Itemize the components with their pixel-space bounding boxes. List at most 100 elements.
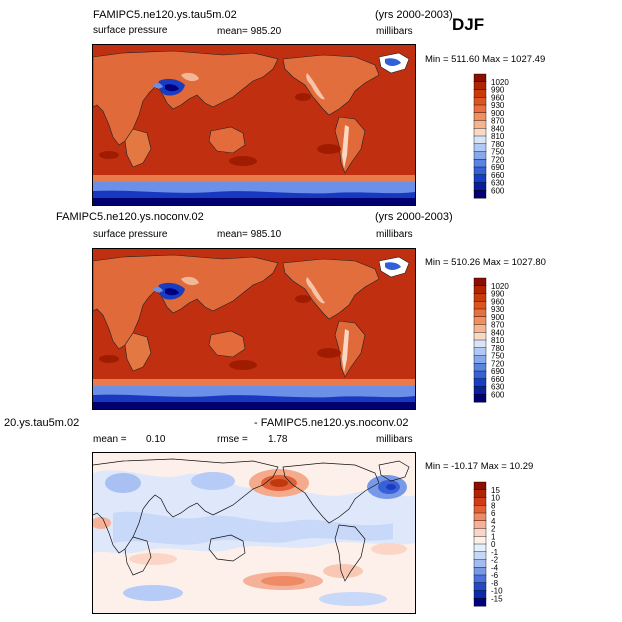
colorbar-tick-label: 780	[491, 140, 505, 149]
colorbar-swatch	[473, 277, 487, 287]
colorbar-swatch	[473, 543, 487, 553]
colorbar-swatch	[473, 159, 487, 168]
colorbar-swatch	[473, 497, 487, 506]
colorbar-tick-label: -2	[491, 556, 499, 565]
colorbar-swatch	[473, 316, 487, 326]
colorbar-tick-label: 840	[491, 124, 505, 133]
panel3-mean-label: mean =	[93, 434, 127, 445]
panel2-minmax: Min = 510.26 Max = 1027.80	[425, 257, 546, 268]
colorbar-swatch	[473, 143, 487, 153]
colorbar-tick-label: 1020	[491, 282, 509, 291]
colorbar-swatch	[473, 182, 487, 191]
colorbar-swatch	[473, 112, 487, 122]
colorbar-swatch	[473, 582, 487, 592]
colorbar-tick-label: 900	[491, 313, 505, 322]
colorbar-tick-label: 630	[491, 383, 505, 392]
colorbar-swatch	[473, 559, 487, 568]
colorbar-swatch	[473, 332, 487, 341]
panel3-title-right: - FAMIPC5.ne120.ys.noconv.02	[254, 417, 409, 429]
panel3-title-left: 20.ys.tau5m.02	[4, 417, 80, 429]
colorbar-tick-label: 600	[491, 186, 505, 195]
colorbar-swatch	[473, 370, 487, 380]
colorbar-tick-label: 660	[491, 171, 505, 180]
panel3-rmse-label: rmse =	[217, 434, 248, 445]
colorbar-tick-label: 990	[491, 290, 505, 299]
colorbar-swatch	[473, 512, 487, 522]
colorbar-swatch	[473, 598, 487, 607]
colorbar-swatch	[473, 190, 487, 199]
colorbar-tick-label: 4	[491, 517, 496, 526]
colorbar-swatch	[473, 308, 487, 318]
colorbar-tick-label: 840	[491, 328, 505, 337]
colorbar-swatch	[473, 104, 487, 114]
colorbar-tick-label: 690	[491, 163, 505, 172]
panel2-title: FAMIPC5.ne120.ys.noconv.02	[56, 211, 204, 223]
colorbar-swatch	[473, 394, 487, 403]
colorbar-tick-label: 1020	[491, 78, 509, 87]
colorbar-swatch	[473, 590, 487, 599]
colorbar-swatch	[473, 378, 487, 388]
colorbar-tick-label: 930	[491, 101, 505, 110]
colorbar-swatch	[473, 135, 487, 145]
colorbar-swatch	[473, 339, 487, 349]
panel3-minmax: Min = -10.17 Max = 10.29	[425, 461, 534, 472]
colorbar-tick-label: -10	[491, 587, 503, 596]
colorbar-tick-label: 630	[491, 179, 505, 188]
panel2-units: millibars	[376, 229, 413, 240]
colorbar-swatch	[473, 386, 487, 395]
colorbar-tick-label: -6	[491, 571, 499, 580]
panel3-mean-value: 0.10	[146, 434, 166, 445]
colorbar-tick-label: 810	[491, 336, 505, 345]
colorbar-swatch	[473, 128, 487, 137]
panel2-variable: surface pressure	[93, 229, 168, 240]
panel1-map	[92, 44, 416, 206]
colorbar-swatch	[473, 363, 487, 372]
panel3-units: millibars	[376, 434, 413, 445]
panel1-minmax: Min = 511.60 Max = 1027.49	[425, 54, 546, 65]
colorbar-tick-label: 870	[491, 321, 505, 330]
season-label: DJF	[452, 15, 485, 34]
colorbar-tick-label: 900	[491, 109, 505, 118]
colorbar-tick-label: 960	[491, 297, 505, 306]
colorbar-swatch	[473, 347, 487, 357]
colorbar-swatch	[473, 174, 487, 184]
colorbar-swatch	[473, 355, 487, 364]
colorbar-tick-label: -15	[491, 594, 503, 603]
colorbar-tick-label: 750	[491, 148, 505, 157]
colorbar-tick-label: 8	[491, 501, 496, 510]
colorbar-tick-label: -4	[491, 563, 499, 572]
colorbar-tick-label: 0	[491, 540, 496, 549]
panel1-colorbar: 1020 990 960 930 900 870 840 810 780 750 720 690 660…	[473, 73, 534, 202]
colorbar-swatch	[473, 285, 487, 295]
colorbar-tick-label: -8	[491, 579, 499, 588]
colorbar-tick-label: 2	[491, 525, 496, 534]
colorbar-tick-label: 720	[491, 155, 505, 164]
colorbar-tick-label: 990	[491, 86, 505, 95]
colorbar-tick-label: 750	[491, 352, 505, 361]
colorbar-tick-label: 15	[491, 486, 500, 495]
colorbar-swatch	[473, 528, 487, 537]
colorbar-tick-label: 780	[491, 344, 505, 353]
colorbar-swatch	[473, 73, 487, 83]
panel1-years: (yrs 2000-2003)	[375, 9, 453, 21]
colorbar-tick-label: 1	[491, 532, 496, 541]
colorbar-tick-label: -1	[491, 548, 499, 557]
colorbar-tick-label: 10	[491, 494, 500, 503]
panel2-mean: mean= 985.10	[217, 229, 282, 240]
colorbar-swatch	[473, 120, 487, 129]
colorbar-swatch	[473, 89, 487, 98]
panel2-map	[92, 248, 416, 410]
colorbar-swatch	[473, 151, 487, 160]
panel2-years: (yrs 2000-2003)	[375, 211, 453, 223]
panel3-map	[92, 452, 416, 614]
panel1-units: millibars	[376, 26, 413, 37]
colorbar-tick-label: 960	[491, 93, 505, 102]
colorbar-swatch	[473, 301, 487, 310]
colorbar-tick-label: 600	[491, 390, 505, 399]
panel1-variable: surface pressure	[93, 25, 168, 36]
colorbar-swatch	[473, 489, 487, 499]
colorbar-swatch	[473, 324, 487, 333]
panel2-colorbar: 1020 990 960 930 900 870 840 810 780 750 720 690 660…	[473, 277, 534, 406]
colorbar-tick-label: 810	[491, 132, 505, 141]
panel3-colorbar: 15 10 8 6 4 2 1 0 -1 -2 -4 -6 -8 -10 -15	[473, 481, 534, 610]
